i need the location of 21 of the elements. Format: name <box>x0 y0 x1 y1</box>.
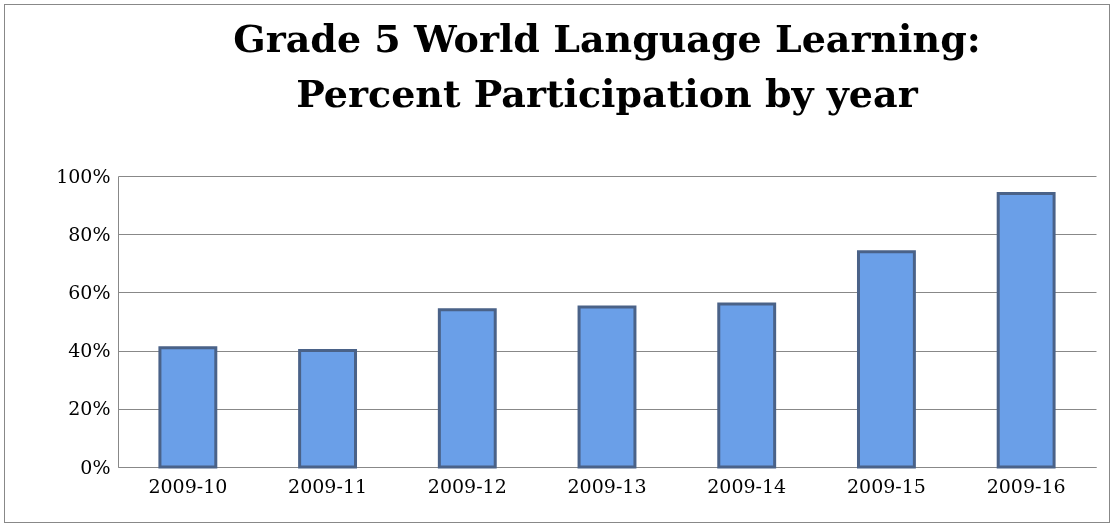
bar <box>158 346 218 469</box>
x-tick-label: 2009-10 <box>148 474 228 497</box>
bar <box>717 302 777 469</box>
bar <box>437 308 497 469</box>
y-tick-label: 20% <box>68 397 111 420</box>
y-tick-label: 80% <box>68 222 111 245</box>
y-tick-label: 40% <box>68 339 111 362</box>
x-tick-label: 2009-11 <box>288 474 368 497</box>
bar <box>298 349 358 469</box>
x-tick-label: 2009-12 <box>427 474 507 497</box>
x-tick-label: 2009-14 <box>707 474 787 497</box>
bar <box>996 191 1056 469</box>
bar <box>577 305 637 469</box>
y-tick-label: 60% <box>68 280 111 303</box>
x-tick-label: 2009-16 <box>986 474 1066 497</box>
chart-title: Grade 5 World Language Learning: Percent Participation by year <box>233 16 981 116</box>
y-tick-label: 0% <box>80 455 111 478</box>
bar <box>856 250 916 469</box>
x-tick-label: 2009-13 <box>567 474 647 497</box>
y-tick-label: 100% <box>56 164 111 187</box>
x-tick-label: 2009-15 <box>846 474 926 497</box>
